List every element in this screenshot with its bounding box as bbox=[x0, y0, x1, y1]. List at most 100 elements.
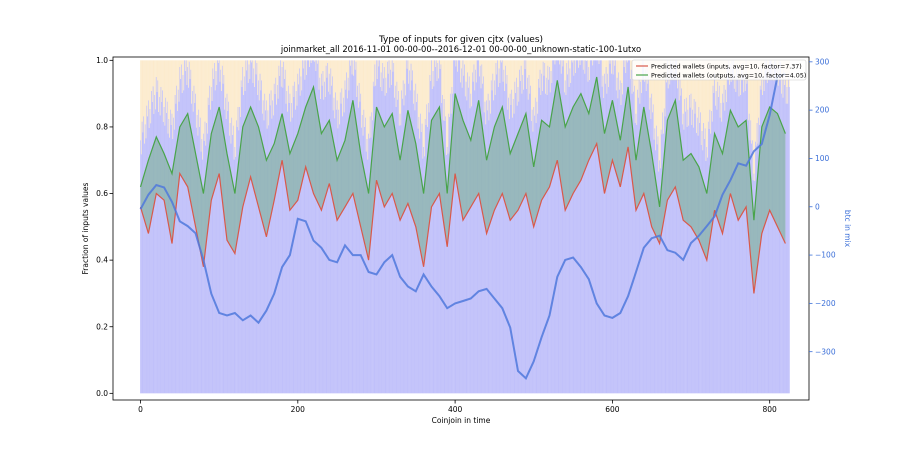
bar-top bbox=[142, 60, 144, 133]
bar bbox=[393, 62, 395, 394]
bar-top bbox=[198, 60, 200, 110]
bar bbox=[664, 116, 666, 394]
bar bbox=[732, 68, 734, 394]
bar bbox=[574, 60, 576, 394]
bar bbox=[151, 90, 152, 394]
bar-top bbox=[688, 60, 690, 126]
bar-top bbox=[709, 60, 711, 110]
bar bbox=[757, 143, 759, 394]
bar-top bbox=[532, 60, 534, 132]
bar-top bbox=[263, 60, 265, 121]
bar-top bbox=[468, 60, 470, 77]
bar-top bbox=[571, 60, 573, 63]
bar-top bbox=[437, 60, 439, 63]
bar-top bbox=[317, 60, 318, 64]
bar bbox=[276, 84, 278, 394]
bar bbox=[630, 78, 631, 394]
bar-top bbox=[204, 60, 206, 122]
bar-top bbox=[380, 60, 382, 73]
bar bbox=[373, 86, 375, 394]
chart-title: Type of inputs for given cjtx (values) bbox=[378, 35, 543, 45]
bar bbox=[585, 60, 587, 394]
bar-top bbox=[559, 60, 561, 65]
bar-top bbox=[658, 60, 660, 172]
bar-top bbox=[421, 60, 423, 124]
bar bbox=[749, 140, 751, 394]
bar bbox=[168, 118, 170, 394]
bar bbox=[552, 60, 554, 394]
bar-top bbox=[659, 60, 661, 169]
bar bbox=[724, 110, 726, 394]
bar bbox=[159, 115, 161, 394]
bar bbox=[143, 116, 145, 394]
bar bbox=[765, 70, 767, 394]
bar bbox=[613, 60, 615, 394]
bar bbox=[398, 125, 400, 394]
bar bbox=[376, 78, 378, 394]
bar-top bbox=[362, 60, 364, 136]
bar-top bbox=[473, 60, 475, 65]
bar bbox=[586, 61, 587, 394]
bar-top bbox=[286, 60, 288, 91]
bar-top bbox=[344, 60, 346, 81]
bar-top bbox=[373, 60, 375, 87]
bar-top bbox=[716, 60, 718, 110]
bar bbox=[151, 101, 153, 394]
bar-top bbox=[507, 60, 509, 110]
bar-top bbox=[432, 60, 434, 71]
bar bbox=[220, 69, 222, 394]
bar-top bbox=[700, 60, 702, 145]
bar bbox=[302, 68, 304, 394]
bar-top bbox=[493, 60, 495, 101]
bar bbox=[573, 75, 575, 394]
bar bbox=[430, 80, 432, 394]
bar-top bbox=[545, 60, 547, 78]
bar bbox=[777, 85, 779, 394]
bar-top bbox=[418, 60, 420, 117]
bar-top bbox=[494, 60, 496, 95]
bar bbox=[389, 87, 391, 394]
bar bbox=[339, 92, 341, 394]
bar-top bbox=[347, 60, 349, 78]
y2-tick-label: −100 bbox=[815, 251, 836, 260]
bar bbox=[534, 115, 535, 394]
bar-top bbox=[512, 60, 514, 99]
bar bbox=[213, 78, 215, 394]
bar-top bbox=[249, 60, 251, 79]
bar-top bbox=[505, 60, 507, 84]
bar bbox=[409, 70, 410, 394]
bar-top bbox=[392, 60, 394, 72]
y-tick-label: 0.2 bbox=[96, 322, 108, 331]
bar-top bbox=[324, 60, 325, 82]
bar-top bbox=[751, 60, 753, 141]
bar-top bbox=[655, 60, 657, 151]
bar-top bbox=[167, 60, 169, 134]
bar-top bbox=[275, 60, 277, 78]
bar bbox=[154, 94, 156, 394]
bar-top bbox=[455, 60, 457, 67]
bar-top bbox=[551, 60, 553, 83]
bar bbox=[446, 154, 447, 394]
bar-top bbox=[487, 60, 489, 94]
bar bbox=[580, 60, 582, 394]
bar bbox=[667, 60, 668, 394]
bar bbox=[634, 122, 636, 394]
x-tick-label: 400 bbox=[448, 405, 463, 414]
bar-top bbox=[661, 60, 663, 135]
bar-top bbox=[726, 60, 727, 102]
bar bbox=[556, 60, 558, 394]
bar bbox=[223, 74, 225, 394]
x-tick-label: 800 bbox=[763, 405, 778, 414]
bar-top bbox=[333, 60, 335, 98]
y2-axis-label: btc in mix bbox=[843, 210, 852, 248]
bar bbox=[363, 109, 365, 394]
bar bbox=[663, 133, 664, 394]
bar bbox=[335, 109, 337, 394]
bar-top bbox=[158, 60, 160, 112]
bar bbox=[222, 83, 224, 394]
bar bbox=[567, 60, 569, 394]
bar bbox=[281, 66, 283, 394]
bar-top bbox=[357, 60, 359, 108]
bar bbox=[725, 89, 727, 394]
bar-top bbox=[343, 60, 344, 98]
